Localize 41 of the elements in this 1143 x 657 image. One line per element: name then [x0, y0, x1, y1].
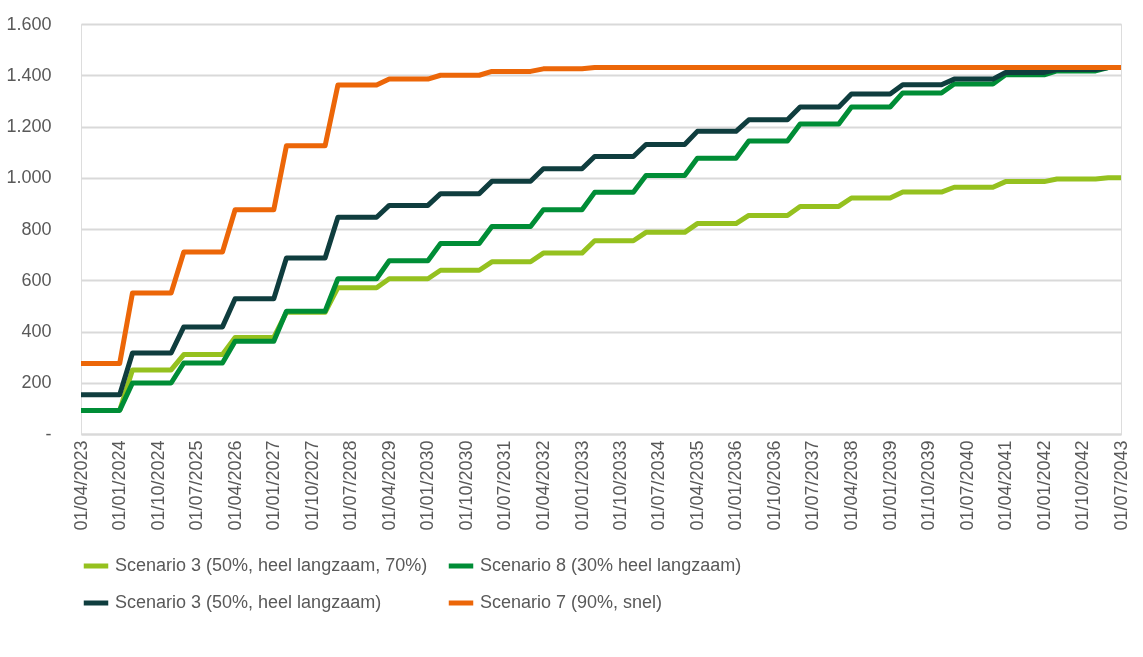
- y-tick-label: 200: [21, 372, 52, 393]
- x-tick-label: 01/10/2030: [455, 440, 476, 531]
- x-tick-label: 01/07/2025: [186, 440, 207, 531]
- y-tick-label: 600: [21, 269, 52, 290]
- x-tick-label: 01/01/2039: [879, 440, 900, 531]
- x-tick-label: 01/07/2028: [340, 440, 361, 531]
- y-tick-label: 1.600: [6, 13, 52, 34]
- x-tick-label: 01/04/2032: [532, 440, 553, 531]
- y-tick-label: -: [45, 423, 52, 444]
- x-tick-label: 01/01/2024: [109, 440, 130, 531]
- x-tick-label: 01/01/2027: [263, 440, 284, 531]
- x-tick-label: 01/04/2041: [995, 440, 1016, 531]
- x-tick-label: 01/10/2039: [918, 440, 938, 531]
- y-tick-label: 1.200: [6, 116, 52, 136]
- y-tick-label: 1.000: [6, 167, 52, 188]
- x-tick-label: 01/07/2037: [802, 440, 823, 531]
- x-tick-label: 01/01/2042: [1033, 440, 1054, 531]
- x-tick-label: 01/07/2031: [494, 440, 515, 531]
- y-tick-label: 1.400: [6, 64, 52, 85]
- legend-label: Scenario 3 (50%, heel langzaam): [115, 592, 382, 612]
- x-tick-label: 01/01/2033: [571, 440, 592, 531]
- x-tick-label: 01/04/2023: [70, 440, 91, 531]
- x-tick-label: 01/07/2040: [956, 440, 977, 531]
- x-tick-label: 01/01/2030: [417, 440, 438, 531]
- x-tick-label: 01/10/2042: [1072, 440, 1093, 531]
- x-tick-label: 01/10/2036: [764, 440, 785, 531]
- x-tick-label: 01/04/2029: [378, 440, 399, 531]
- x-tick-label: 01/10/2033: [609, 440, 630, 531]
- x-tick-label: 01/10/2024: [147, 440, 168, 531]
- legend-label: Scenario 3 (50%, heel langzaam, 70%): [115, 555, 428, 575]
- x-tick-label: 01/04/2038: [840, 440, 861, 531]
- x-tick-label: 01/04/2026: [224, 440, 245, 531]
- x-tick-label: 01/01/2036: [725, 440, 746, 531]
- x-tick-label: 01/07/2043: [1110, 440, 1131, 531]
- x-tick-label: 01/04/2035: [686, 440, 707, 531]
- x-tick-label: 01/07/2034: [648, 440, 669, 531]
- x-tick-label: 01/10/2027: [301, 440, 322, 531]
- legend-label: Scenario 7 (90%, snel): [480, 592, 663, 612]
- y-tick-label: 800: [21, 218, 52, 239]
- legend-label: Scenario 8 (30% heel langzaam): [480, 555, 742, 575]
- y-tick-label: 400: [21, 321, 52, 341]
